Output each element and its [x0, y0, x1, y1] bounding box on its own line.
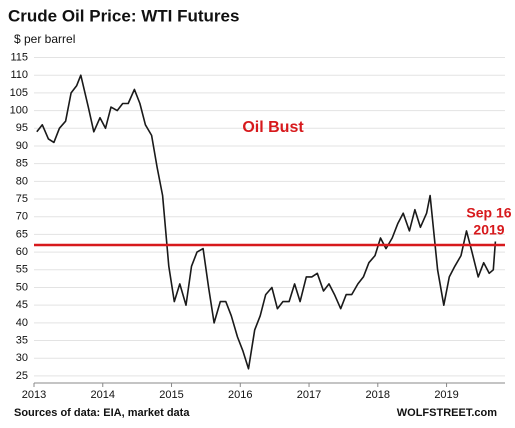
- annotation: Sep 16: [466, 205, 511, 221]
- y-tick-label: 50: [16, 281, 28, 293]
- y-tick-label: 115: [10, 51, 28, 63]
- y-tick-label: 85: [16, 158, 28, 170]
- y-tick-label: 70: [16, 211, 28, 223]
- y-tick-label: 75: [16, 193, 28, 205]
- y-tick-label: 105: [10, 87, 28, 99]
- y-tick-label: 40: [16, 317, 28, 329]
- annotation: Oil Bust: [242, 119, 304, 136]
- y-tick-label: 95: [16, 122, 28, 134]
- y-tick-label: 35: [16, 334, 28, 346]
- annotation: 2019: [473, 222, 504, 238]
- credit: WOLFSTREET.com: [397, 407, 497, 419]
- x-tick-label: 2014: [91, 389, 115, 401]
- y-axis-label: $ per barrel: [14, 32, 75, 46]
- y-tick-label: 45: [16, 299, 28, 311]
- source-note: Sources of data: EIA, market data: [14, 407, 190, 419]
- y-tick-label: 55: [16, 264, 28, 276]
- y-tick-label: 100: [10, 105, 28, 117]
- x-tick-label: 2018: [366, 389, 390, 401]
- price-line: [36, 74, 497, 370]
- x-tick-label: 2017: [297, 389, 321, 401]
- y-tick-label: 110: [10, 69, 28, 81]
- y-tick-label: 25: [16, 370, 28, 382]
- y-tick-label: 90: [16, 140, 28, 152]
- y-tick-label: 60: [16, 246, 28, 258]
- x-tick-label: 2016: [228, 389, 252, 401]
- y-tick-label: 80: [16, 175, 28, 187]
- y-tick-label: 65: [16, 228, 28, 240]
- y-tick-label: 30: [16, 352, 28, 364]
- x-tick-label: 2019: [434, 389, 458, 401]
- x-tick-label: 2013: [22, 389, 46, 401]
- x-tick-label: 2015: [159, 389, 183, 401]
- chart-title: Crude Oil Price: WTI Futures: [8, 6, 239, 25]
